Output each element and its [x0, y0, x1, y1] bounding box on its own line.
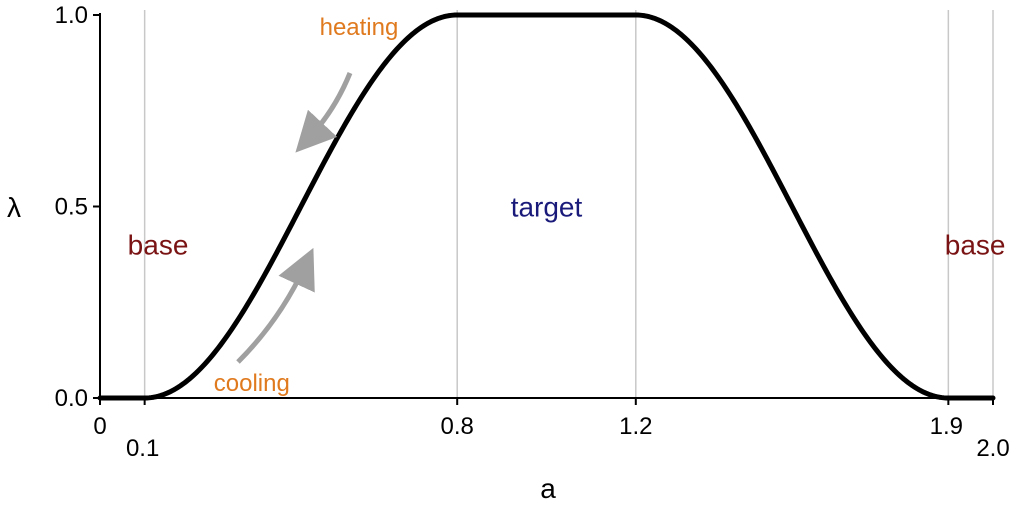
x-tick-label: 1.9	[930, 413, 963, 440]
y-axis-label: λ	[7, 192, 21, 223]
cooling-arrow-icon	[236, 247, 315, 364]
grid-lines	[143, 10, 994, 398]
x-tick-label: 0	[93, 413, 106, 440]
annotation-base: base	[128, 230, 189, 261]
heating-arrow-icon	[295, 72, 353, 153]
x-tick-label: 1.2	[619, 413, 652, 440]
annotation-target: target	[511, 191, 583, 222]
x-ticks: 0 0.1 0.8 1.2 1.9 2.0	[93, 398, 1010, 462]
x-tick-label: 0.8	[441, 413, 474, 440]
y-tick-label: 0.0	[55, 385, 88, 412]
y-tick-label: 1.0	[55, 2, 88, 29]
series-line	[97, 12, 996, 401]
y-tick-label: 0.5	[55, 194, 88, 221]
y-ticks: 0.0 0.5 1.0	[55, 2, 100, 412]
annotation-heating: heating	[320, 14, 399, 41]
annotation-cooling: cooling	[214, 370, 290, 397]
annotations: base base target heating cooling	[128, 14, 1006, 397]
x-tick-label: 0.1	[126, 435, 159, 462]
x-axis-label: a	[540, 473, 556, 504]
x-tick-label: 2.0	[976, 435, 1009, 462]
annotation-base: base	[945, 230, 1006, 261]
